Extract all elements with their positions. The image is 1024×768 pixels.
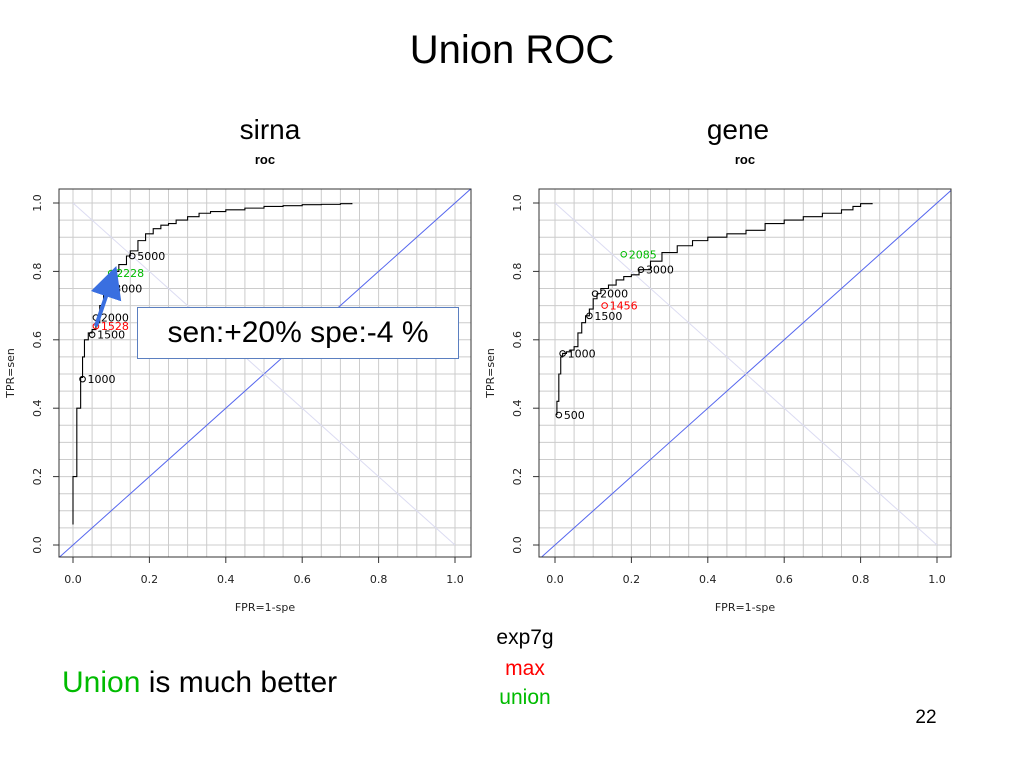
y-tick-label: 0.2 [511, 468, 524, 486]
threshold-label: 1456 [610, 300, 638, 313]
roc-curve-exp7g [72, 203, 353, 525]
conclusion-note: Union is much better [62, 666, 337, 700]
grid-lines [539, 189, 951, 557]
x-tick-label: 1.0 [928, 573, 946, 586]
y-tick-label: 0.4 [511, 399, 524, 417]
conclusion-text: is much better [140, 666, 338, 699]
x-tick-label: 0.0 [546, 573, 564, 586]
threshold-point [601, 302, 608, 309]
anti-diagonal [72, 202, 456, 546]
x-tick-label: 0.4 [217, 573, 235, 586]
x-tick-label: 0.8 [852, 573, 870, 586]
threshold-point [586, 312, 593, 320]
legend-union: union [499, 686, 551, 709]
callout-box: sen:+20% spe:-4 % [137, 307, 459, 359]
y-axis-label: TPR=sen [484, 348, 497, 399]
threshold-label: 1528 [101, 320, 129, 333]
x-tick-label: 0.2 [141, 573, 159, 586]
roc-panel-gene: 0.0 0.2 0.4 0.6 0.8 1.0 0.0 0.2 0.4 0.6 0.8 1.0 FPR=… [484, 188, 952, 614]
threshold-label: 2228 [116, 267, 144, 280]
x-tick-label: 0.6 [775, 573, 793, 586]
roc-curve-exp7g [556, 203, 873, 416]
x-tick-label: 0.6 [293, 573, 311, 586]
y-tick-label: 1.0 [511, 194, 524, 212]
threshold-point [128, 252, 136, 260]
x-axis-label: FPR=1-spe [235, 601, 296, 614]
threshold-label: 3000 [646, 264, 674, 277]
diagonal-lines [59, 189, 471, 557]
x-tick-label: 0.2 [623, 573, 641, 586]
plot-frame [58, 188, 472, 558]
threshold-label: 500 [564, 409, 585, 422]
threshold-label: 1500 [594, 310, 622, 323]
threshold-point [559, 350, 566, 357]
threshold-label: 2000 [600, 288, 628, 301]
threshold-label: 1000 [88, 373, 116, 386]
threshold-label: 2000 [101, 312, 129, 325]
y-tick-label: 0.8 [31, 263, 44, 281]
roc-panel-sirna: 0.0 0.2 0.4 0.6 0.8 1.0 0.0 0.2 0.4 0.6 0.8 1.0 FPR=… [4, 188, 472, 614]
legend-max: max [505, 657, 545, 680]
anti-diagonal [554, 202, 938, 546]
threshold-label: 2085 [629, 248, 657, 261]
slide-title: Union ROC [409, 28, 615, 72]
threshold-point [591, 290, 599, 297]
y-tick-label: 1.0 [31, 194, 44, 212]
plot-main-title-sirna: roc [254, 152, 276, 167]
threshold-label: 5000 [137, 250, 165, 263]
y-tick-label: 0.0 [31, 536, 44, 554]
threshold-label: 1500 [97, 329, 125, 342]
threshold-point [79, 375, 86, 383]
x-tick-label: 0.0 [64, 573, 82, 586]
y-tick-label: 0.4 [31, 399, 44, 417]
x-axis-label: FPR=1-spe [715, 601, 776, 614]
threshold-point [555, 411, 563, 419]
x-tick-label: 1.0 [446, 573, 464, 586]
page-number: 22 [915, 707, 937, 728]
x-tick-label: 0.4 [699, 573, 717, 586]
legend-exp7g: exp7g [496, 626, 554, 649]
diagonal-lines [540, 189, 951, 557]
threshold-point [637, 266, 645, 273]
y-tick-label: 0.0 [511, 536, 524, 554]
threshold-point [620, 251, 628, 258]
x-tick-label: 0.8 [370, 573, 388, 586]
y-tick-label: 0.6 [511, 331, 524, 349]
improvement-arrow [90, 265, 122, 327]
threshold-label: 3000 [114, 283, 142, 296]
panel-title-sirna: sirna [239, 114, 301, 145]
conclusion-highlight: Union [62, 666, 141, 699]
panel-title-gene: gene [706, 114, 770, 145]
threshold-point [88, 331, 96, 338]
y-tick-label: 0.2 [31, 468, 44, 486]
y-tick-label: 0.8 [511, 263, 524, 281]
threshold-label: 1000 [568, 347, 596, 360]
y-tick-label: 0.6 [31, 331, 44, 349]
plot-frame [538, 188, 952, 558]
plot-main-title-gene: roc [734, 152, 756, 167]
y-axis-label: TPR=sen [4, 348, 17, 399]
